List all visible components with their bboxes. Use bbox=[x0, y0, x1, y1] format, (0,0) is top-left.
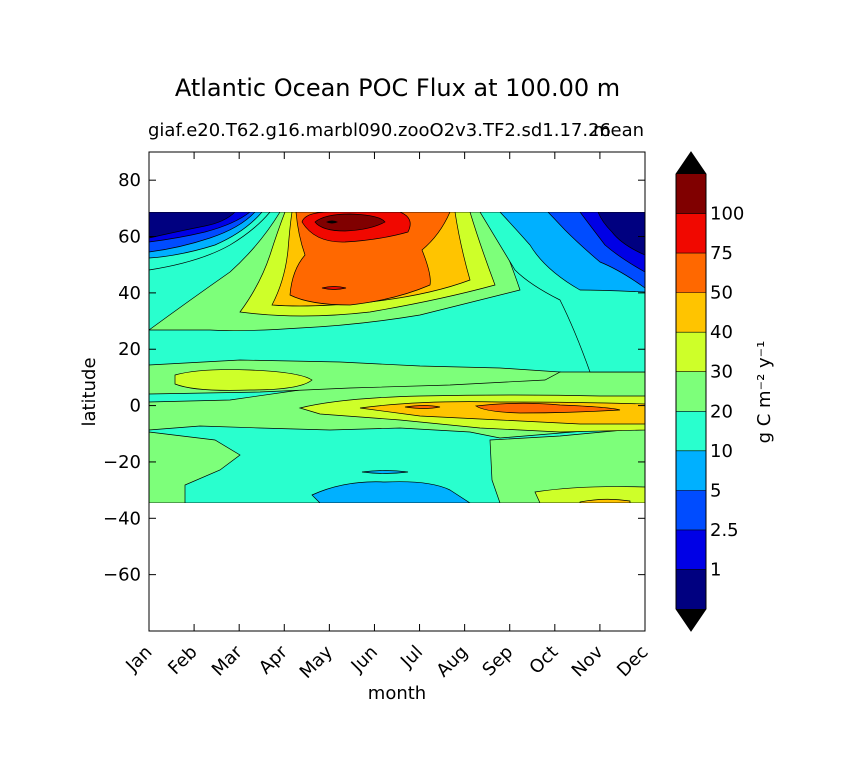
colorbar-segment bbox=[676, 213, 706, 254]
contour-20-30-south bbox=[149, 431, 241, 503]
colorbar-label-text: g C m⁻² y⁻¹ bbox=[754, 341, 775, 444]
colorbar-tick-label: 1 bbox=[710, 559, 721, 580]
colorbar-extend-min bbox=[676, 609, 706, 631]
y-axis-label: latitude bbox=[79, 357, 100, 426]
contour-30-40-se bbox=[534, 486, 645, 503]
chart-title: Atlantic Ocean POC Flux at 100.00 m bbox=[174, 74, 621, 102]
colorbar-segment bbox=[676, 529, 706, 570]
colorbar-segment bbox=[676, 569, 706, 609]
contour-40-50-se-spot bbox=[579, 498, 631, 503]
y-tick-label: −60 bbox=[103, 565, 141, 586]
contour-under-1-nw-winter bbox=[149, 212, 236, 239]
colorbar-segment bbox=[676, 450, 706, 491]
x-tick-label: Mar bbox=[208, 641, 247, 680]
x-tick-label: May bbox=[296, 641, 337, 682]
colorbar-tick-label: 75 bbox=[710, 243, 733, 264]
contour-30-40-nw bbox=[174, 369, 313, 391]
plot-area: 80 60 40 20 0 −20 −40 −60 Jan Feb Mar Apr May Jun Jul… bbox=[103, 151, 653, 683]
contour-5-10-south-small bbox=[361, 470, 409, 474]
y-tick-label: −20 bbox=[103, 452, 141, 473]
colorbar-tick-label: 40 bbox=[710, 322, 733, 343]
x-tick-label: Apr bbox=[255, 641, 292, 678]
contour-field bbox=[149, 212, 645, 503]
contour-20-30-se bbox=[489, 427, 645, 503]
colorbar-segment bbox=[676, 490, 706, 530]
contour-peak-dot bbox=[326, 220, 338, 224]
contour-5-10-south-gyre bbox=[311, 481, 471, 503]
colorbar-label: g C m⁻² y⁻¹ bbox=[754, 341, 775, 444]
y-tick-label: 60 bbox=[118, 227, 141, 248]
colorbar-tick-label: 100 bbox=[710, 204, 744, 225]
y-tick-label: −40 bbox=[103, 508, 141, 529]
x-tick-label: Nov bbox=[568, 641, 608, 681]
x-tick-label: Jun bbox=[347, 642, 382, 677]
colorbar-tick-label: 20 bbox=[710, 401, 733, 422]
colorbar-tick-label: 50 bbox=[710, 283, 733, 304]
colorbar: 1 2.5 5 10 20 30 40 50 75 100 bbox=[675, 151, 744, 632]
colorbar-tick-label: 10 bbox=[710, 441, 733, 462]
x-tick-label: Jan bbox=[121, 642, 156, 677]
y-axis: 80 60 40 20 0 −20 −40 −60 bbox=[103, 170, 645, 586]
contour-75-100-spot bbox=[321, 286, 347, 290]
colorbar-segment bbox=[676, 332, 706, 372]
colorbar-extend-max bbox=[676, 152, 706, 174]
colorbar-segment bbox=[676, 174, 706, 214]
chart-subtitle-right: mean bbox=[593, 120, 645, 141]
y-tick-label: 20 bbox=[118, 339, 141, 360]
contour-50-75-equator-a bbox=[404, 405, 441, 409]
plot-frame bbox=[148, 151, 646, 632]
x-tick-label: Jul bbox=[396, 642, 427, 673]
chart-subtitle: giaf.e20.T62.g16.marbl090.zooO2v3.TF2.sd… bbox=[148, 120, 611, 141]
colorbar-tick-label: 2.5 bbox=[710, 520, 739, 541]
colorbar-segment bbox=[676, 411, 706, 451]
x-tick-label: Oct bbox=[525, 642, 562, 679]
y-tick-label: 0 bbox=[130, 396, 141, 417]
colorbar-segment bbox=[676, 292, 706, 333]
contour-50-75-equator-b bbox=[475, 402, 621, 414]
x-tick-label: Sep bbox=[478, 642, 517, 681]
x-tick-label: Aug bbox=[432, 642, 472, 682]
contour-under-1-ne bbox=[597, 212, 645, 256]
x-tick-label: Feb bbox=[164, 642, 201, 679]
x-tick-label: Dec bbox=[613, 642, 652, 681]
colorbar-outline bbox=[675, 151, 707, 632]
colorbar-tick-label: 30 bbox=[710, 362, 733, 383]
colorbar-segment bbox=[676, 371, 706, 412]
x-axis-label: month bbox=[368, 683, 426, 704]
colorbar-segment bbox=[676, 253, 706, 293]
contour-over-100-peak bbox=[314, 213, 386, 232]
y-tick-label: 40 bbox=[118, 283, 141, 304]
colorbar-tick-label: 5 bbox=[710, 480, 721, 501]
y-tick-label: 80 bbox=[118, 170, 141, 191]
